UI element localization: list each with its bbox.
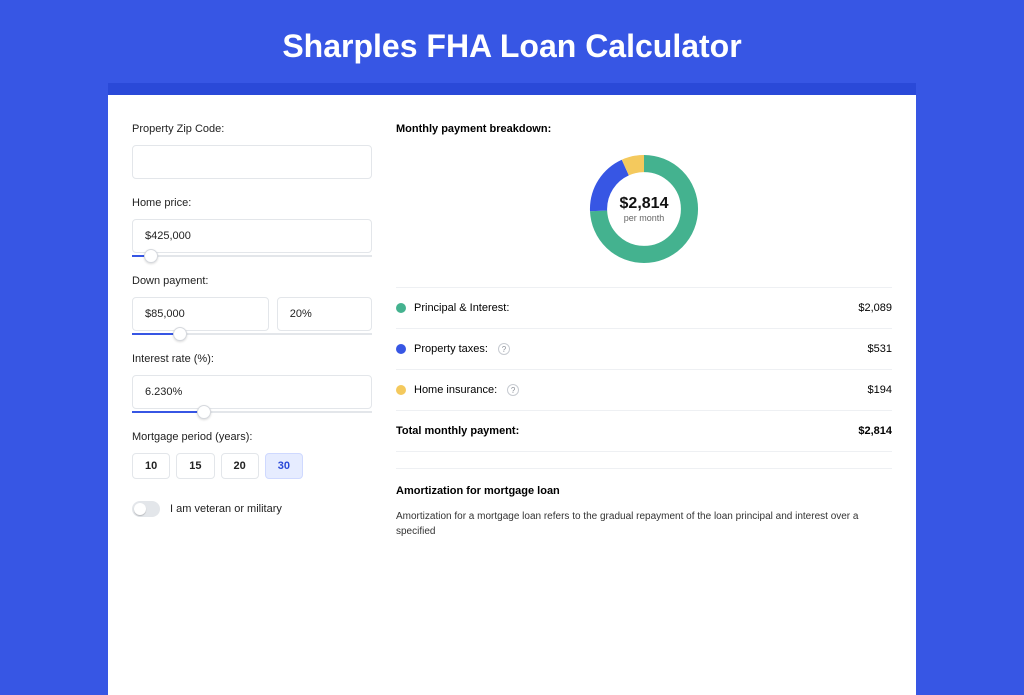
period-button-15[interactable]: 15 <box>176 453 214 479</box>
veteran-row: I am veteran or military <box>132 501 372 517</box>
interest-slider[interactable] <box>132 411 372 413</box>
amortization-text: Amortization for a mortgage loan refers … <box>396 509 892 539</box>
breakdown-amount: $2,089 <box>858 302 892 314</box>
breakdown-row: Principal & Interest: $2,089 <box>396 287 892 328</box>
breakdown-label: Home insurance: <box>414 384 497 396</box>
period-label: Mortgage period (years): <box>132 431 372 443</box>
period-button-30[interactable]: 30 <box>265 453 303 479</box>
zip-label: Property Zip Code: <box>132 123 372 135</box>
down-payment-amount-input[interactable] <box>132 297 269 331</box>
legend-dot <box>396 385 406 395</box>
interest-group: Interest rate (%): <box>132 353 372 413</box>
down-payment-percent-input[interactable] <box>277 297 372 331</box>
calculator-card: Property Zip Code: Home price: Down paym… <box>108 95 916 695</box>
help-icon[interactable]: ? <box>498 343 510 355</box>
period-buttons: 1015 2030 <box>132 453 372 479</box>
total-amount: $2,814 <box>858 425 892 437</box>
down-payment-slider[interactable] <box>132 333 372 335</box>
donut-chart: $2,814 per month <box>584 149 704 269</box>
breakdown-heading: Monthly payment breakdown: <box>396 123 892 135</box>
breakdown-column: Monthly payment breakdown: $2,814 per mo… <box>396 123 892 667</box>
breakdown-amount: $531 <box>868 343 892 355</box>
breakdown-rows: Principal & Interest: $2,089 Property taxe… <box>396 287 892 410</box>
veteran-label: I am veteran or military <box>170 503 282 515</box>
home-price-input[interactable] <box>132 219 372 253</box>
period-button-10[interactable]: 10 <box>132 453 170 479</box>
page-title: Sharples FHA Loan Calculator <box>0 0 1024 83</box>
interest-input[interactable] <box>132 375 372 409</box>
period-group: Mortgage period (years): 1015 2030 <box>132 431 372 479</box>
slider-thumb[interactable] <box>144 249 158 263</box>
breakdown-row: Home insurance:? $194 <box>396 369 892 410</box>
down-payment-group: Down payment: <box>132 275 372 335</box>
zip-group: Property Zip Code: <box>132 123 372 179</box>
breakdown-label: Principal & Interest: <box>414 302 509 314</box>
total-label: Total monthly payment: <box>396 425 519 437</box>
donut-center-amount: $2,814 <box>620 195 669 213</box>
breakdown-amount: $194 <box>868 384 892 396</box>
zip-input[interactable] <box>132 145 372 179</box>
home-price-label: Home price: <box>132 197 372 209</box>
breakdown-label: Property taxes: <box>414 343 488 355</box>
period-button-20[interactable]: 20 <box>221 453 259 479</box>
help-icon[interactable]: ? <box>507 384 519 396</box>
home-price-group: Home price: <box>132 197 372 257</box>
slider-thumb[interactable] <box>173 327 187 341</box>
home-price-slider[interactable] <box>132 255 372 257</box>
breakdown-total-row: Total monthly payment: $2,814 <box>396 410 892 452</box>
slider-thumb[interactable] <box>197 405 211 419</box>
breakdown-row: Property taxes:? $531 <box>396 328 892 369</box>
veteran-toggle[interactable] <box>132 501 160 517</box>
card-outer: Property Zip Code: Home price: Down paym… <box>108 83 916 695</box>
down-payment-label: Down payment: <box>132 275 372 287</box>
interest-label: Interest rate (%): <box>132 353 372 365</box>
donut-chart-wrap: $2,814 per month <box>396 149 892 269</box>
amortization-heading: Amortization for mortgage loan <box>396 468 892 497</box>
legend-dot <box>396 344 406 354</box>
donut-center-sub: per month <box>624 213 665 223</box>
form-column: Property Zip Code: Home price: Down paym… <box>132 123 372 667</box>
legend-dot <box>396 303 406 313</box>
